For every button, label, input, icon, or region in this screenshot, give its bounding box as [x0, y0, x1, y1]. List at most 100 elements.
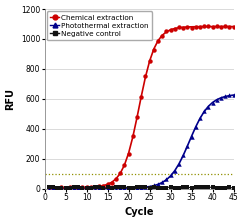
Point — [190, 26, 193, 29]
Point — [68, 186, 72, 189]
Point — [164, 178, 168, 181]
Point — [206, 105, 210, 108]
Point — [85, 186, 89, 190]
Point — [198, 25, 202, 29]
Point — [215, 98, 219, 102]
Point — [160, 181, 164, 184]
Point — [114, 185, 118, 189]
Point — [114, 187, 118, 191]
Point — [51, 186, 55, 190]
Point — [110, 186, 114, 190]
Point — [139, 95, 143, 99]
Point — [135, 186, 139, 189]
Point — [122, 185, 126, 188]
Point — [169, 174, 173, 177]
Point — [148, 185, 152, 189]
Point — [211, 25, 214, 29]
Point — [173, 186, 177, 190]
Point — [122, 186, 126, 189]
Point — [169, 185, 173, 188]
Point — [47, 187, 51, 191]
Point — [143, 186, 147, 189]
Point — [223, 25, 227, 28]
Point — [127, 186, 131, 190]
Point — [93, 186, 97, 189]
Point — [232, 186, 235, 190]
Point — [194, 25, 198, 29]
Point — [215, 186, 219, 190]
Point — [51, 186, 55, 189]
Point — [64, 187, 68, 190]
Point — [102, 186, 105, 190]
Point — [185, 25, 189, 29]
Point — [143, 75, 147, 78]
Point — [152, 48, 156, 51]
Point — [164, 186, 168, 190]
Point — [97, 184, 101, 188]
Point — [85, 186, 89, 190]
Point — [156, 39, 160, 43]
Point — [164, 30, 168, 33]
Point — [68, 186, 72, 189]
Point — [215, 25, 219, 28]
Point — [173, 27, 177, 31]
Point — [177, 162, 181, 165]
Point — [211, 101, 214, 104]
Point — [122, 163, 126, 167]
Point — [55, 186, 59, 189]
Point — [185, 186, 189, 189]
Point — [131, 134, 135, 138]
Point — [72, 186, 76, 190]
Point — [202, 110, 206, 113]
Point — [156, 186, 160, 189]
Point — [185, 144, 189, 148]
Point — [198, 186, 202, 189]
Point — [60, 186, 63, 189]
Point — [152, 184, 156, 187]
Point — [143, 186, 147, 189]
Point — [76, 186, 80, 190]
Point — [89, 187, 93, 190]
Point — [139, 185, 143, 189]
Point — [219, 186, 223, 190]
Point — [148, 59, 152, 63]
Point — [198, 116, 202, 120]
Point — [160, 186, 164, 190]
Point — [55, 186, 59, 189]
Point — [206, 185, 210, 189]
Point — [127, 186, 131, 190]
Point — [110, 181, 114, 185]
Point — [194, 185, 198, 189]
Point — [135, 186, 139, 190]
Point — [97, 186, 101, 189]
Point — [85, 185, 89, 189]
Point — [114, 177, 118, 180]
Point — [118, 171, 122, 175]
Point — [227, 93, 231, 97]
Point — [47, 186, 51, 189]
Point — [223, 94, 227, 98]
Point — [206, 24, 210, 28]
Point — [93, 187, 97, 190]
Point — [76, 185, 80, 189]
Point — [131, 186, 135, 189]
Point — [194, 125, 198, 128]
Point — [102, 186, 105, 190]
Point — [118, 186, 122, 189]
Point — [177, 186, 181, 190]
Point — [110, 187, 114, 190]
Point — [64, 186, 68, 190]
Point — [106, 186, 110, 189]
Point — [181, 186, 185, 189]
Y-axis label: RFU: RFU — [6, 88, 16, 110]
Point — [181, 26, 185, 30]
Point — [131, 186, 135, 190]
Point — [68, 186, 72, 190]
Point — [227, 186, 231, 189]
Point — [102, 184, 105, 188]
Point — [223, 186, 227, 190]
Point — [190, 135, 193, 138]
Point — [169, 28, 173, 32]
Point — [118, 186, 122, 190]
Point — [89, 186, 93, 190]
